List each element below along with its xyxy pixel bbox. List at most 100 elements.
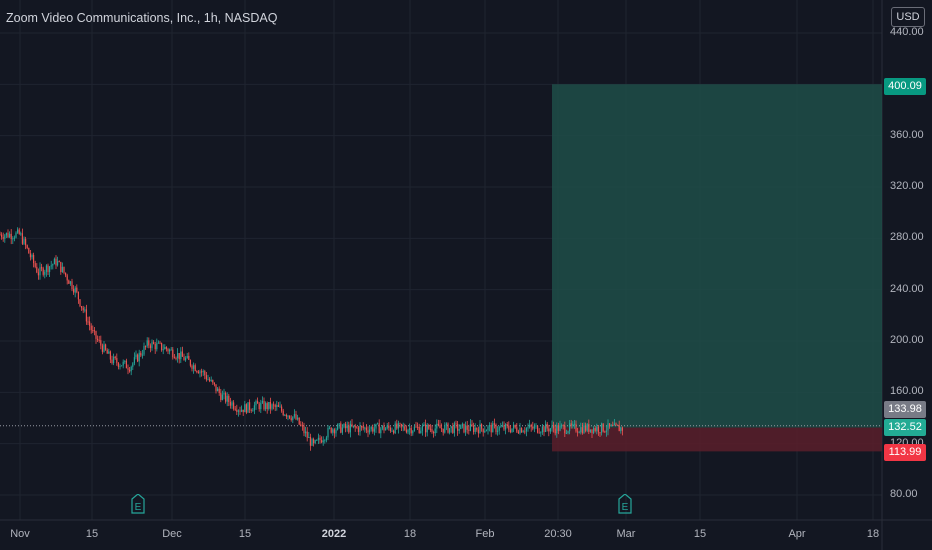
candle-body	[481, 424, 483, 429]
candle-body	[370, 427, 372, 430]
candle-body	[165, 346, 167, 349]
candle-body	[173, 357, 175, 359]
candle-body	[559, 425, 561, 431]
candle-body	[591, 429, 593, 434]
time-tick-label: Feb	[475, 528, 495, 540]
candle-body	[108, 351, 110, 354]
candle-body	[564, 425, 566, 434]
candle-body	[45, 265, 47, 272]
candle-body	[386, 425, 388, 429]
candle-body	[66, 275, 68, 281]
candle-body	[567, 431, 569, 434]
candle-body	[245, 404, 247, 413]
candle-body	[1, 234, 3, 238]
candle-body	[204, 371, 206, 376]
candle-body	[570, 423, 572, 426]
candle-body	[129, 369, 131, 372]
candle-body	[397, 423, 399, 429]
candle-body	[514, 424, 516, 428]
earnings-event-icon[interactable]: E	[131, 493, 145, 514]
candle-body	[276, 405, 278, 407]
candle-body	[93, 330, 95, 332]
candle-body	[428, 424, 430, 429]
candle-body	[593, 428, 595, 434]
candle-body	[442, 428, 444, 433]
candle-body	[450, 426, 452, 429]
candle-body	[557, 425, 559, 431]
time-tick-label: Nov	[10, 528, 30, 540]
candle-body	[274, 405, 276, 407]
candle-body	[332, 429, 334, 433]
candle-body	[281, 406, 283, 411]
candle-body	[354, 425, 356, 428]
candle-body	[180, 351, 182, 360]
candle-body	[140, 352, 142, 356]
candle-body	[324, 440, 326, 442]
candle-body	[305, 431, 307, 434]
candle-body	[127, 368, 129, 370]
candle-body	[89, 321, 91, 326]
candle-body	[154, 343, 156, 350]
candle-body	[261, 400, 263, 403]
candle-body	[500, 426, 502, 428]
candle-body	[157, 342, 159, 344]
candle-body	[453, 423, 455, 433]
candle-body	[242, 409, 244, 413]
candle-body	[565, 433, 567, 435]
candle-body	[124, 360, 126, 362]
candle-body	[69, 281, 71, 284]
candle-body	[210, 380, 212, 382]
candle-body	[610, 425, 612, 427]
candle-body	[82, 307, 84, 311]
candle-body	[295, 414, 297, 420]
candle-body	[183, 356, 185, 361]
candle-body	[415, 426, 417, 428]
candle-body	[605, 430, 607, 432]
candle-body	[434, 428, 436, 434]
candle-body	[17, 229, 19, 233]
candle-body	[468, 429, 470, 431]
candle-body	[218, 388, 220, 394]
candle-body	[556, 425, 558, 434]
candle-body	[10, 233, 12, 240]
candle-body	[615, 423, 617, 425]
candle-body	[25, 238, 27, 246]
candle-body	[594, 428, 596, 431]
candle-body	[410, 428, 412, 434]
candle-body	[609, 423, 611, 427]
candle-body	[81, 306, 83, 308]
earnings-event-icon[interactable]: E	[618, 493, 632, 514]
candle-body	[29, 253, 31, 258]
candle-body	[161, 342, 163, 350]
candle-body	[404, 426, 406, 430]
candle-body	[73, 289, 75, 293]
candle-body	[20, 233, 22, 235]
candle-body	[431, 429, 433, 432]
candle-body	[58, 261, 60, 263]
price-tick-label: 80.00	[890, 488, 918, 500]
candle-body	[393, 430, 395, 434]
candle-body	[44, 271, 46, 275]
candle-body	[188, 356, 190, 360]
candle-body	[277, 405, 279, 407]
earnings-label: E	[135, 502, 142, 513]
candle-body	[151, 342, 153, 348]
candle-body	[92, 330, 94, 332]
candle-body	[300, 424, 302, 426]
candle-body	[495, 424, 497, 432]
candle-body	[522, 431, 524, 433]
candle-body	[498, 426, 500, 431]
candle-body	[292, 416, 294, 420]
candle-body	[359, 426, 361, 432]
candle-body	[236, 409, 238, 412]
candle-body	[284, 414, 286, 416]
candle-body	[551, 425, 553, 429]
currency-selector[interactable]: USD	[891, 7, 925, 27]
candle-body	[585, 425, 587, 431]
candle-body	[177, 353, 179, 359]
candle-body	[263, 400, 265, 410]
candle-body	[461, 423, 463, 425]
candle-body	[12, 238, 14, 240]
candle-body	[258, 403, 260, 410]
